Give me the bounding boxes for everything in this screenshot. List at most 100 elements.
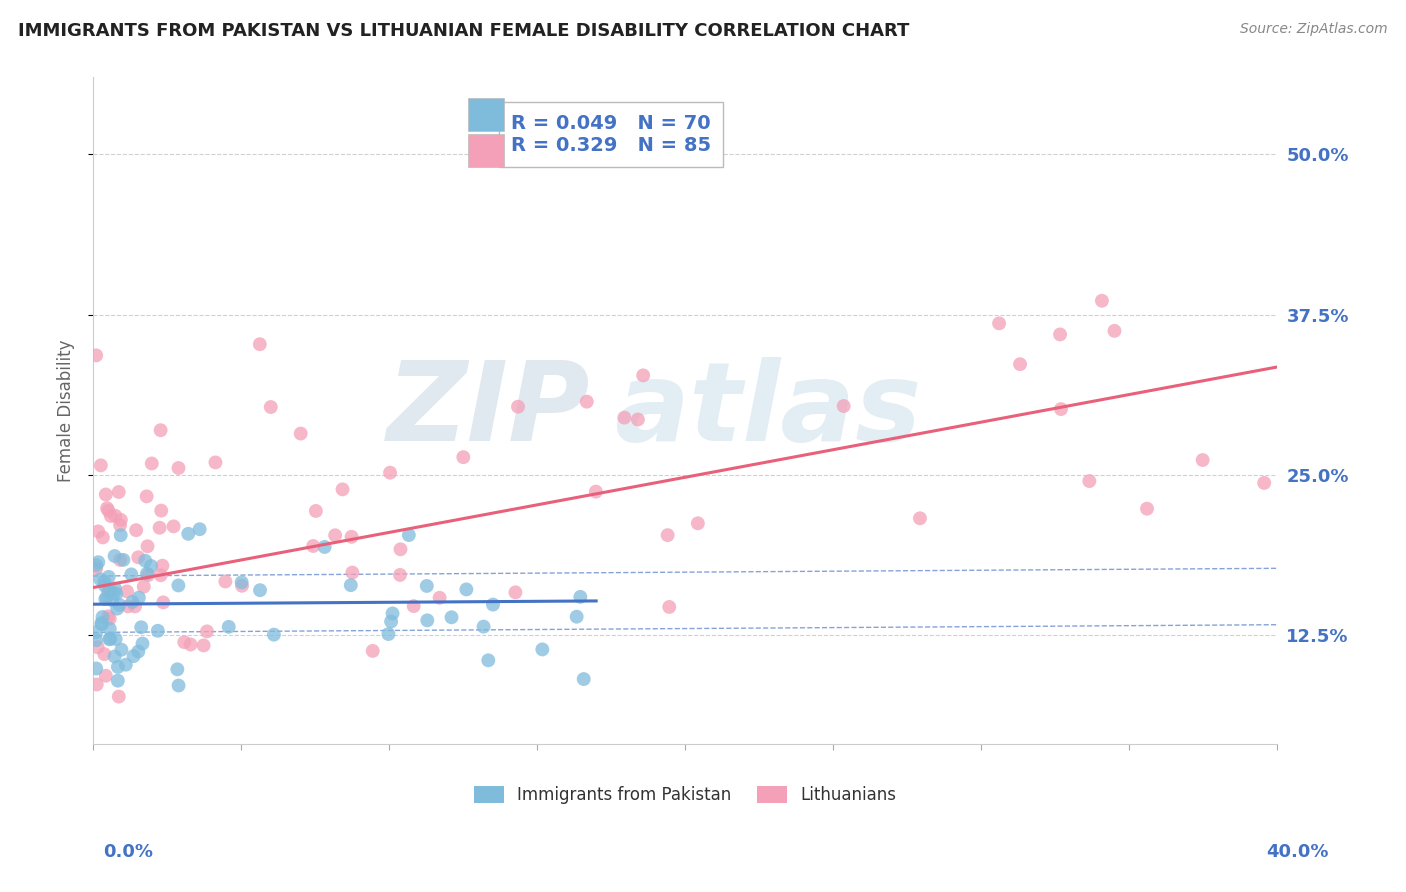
Point — [110, 513, 132, 527]
Point — [91, 610, 114, 624]
Point — [97, 503, 120, 517]
Point — [440, 610, 463, 624]
Point — [94, 487, 117, 501]
Point — [90, 616, 112, 631]
Point — [314, 540, 336, 554]
Point — [231, 579, 253, 593]
Point — [260, 400, 283, 414]
Point — [456, 582, 478, 597]
Point — [249, 583, 271, 598]
Point — [96, 501, 118, 516]
Point — [477, 653, 499, 667]
Point — [249, 337, 271, 351]
Point — [613, 410, 636, 425]
Point — [97, 584, 120, 599]
Point — [505, 585, 527, 599]
Point — [1049, 327, 1071, 342]
Point — [135, 489, 157, 503]
Point — [180, 638, 202, 652]
Point — [631, 368, 654, 383]
Point — [110, 642, 132, 657]
Point — [686, 516, 709, 531]
Text: IMMIGRANTS FROM PAKISTAN VS LITHUANIAN FEMALE DISABILITY CORRELATION CHART: IMMIGRANTS FROM PAKISTAN VS LITHUANIAN F… — [18, 22, 910, 40]
Point — [378, 466, 401, 480]
Point — [263, 627, 285, 641]
Point — [107, 485, 129, 500]
Point — [569, 590, 592, 604]
Text: Source: ZipAtlas.com: Source: ZipAtlas.com — [1240, 22, 1388, 37]
Point — [110, 528, 132, 542]
Point — [117, 599, 139, 614]
Point — [150, 503, 173, 517]
Point — [204, 455, 226, 469]
Point — [565, 609, 588, 624]
Point — [89, 573, 111, 587]
Point — [506, 400, 529, 414]
Point — [482, 598, 505, 612]
Point — [93, 574, 115, 589]
Point — [908, 511, 931, 525]
Point — [342, 566, 364, 580]
Point — [361, 644, 384, 658]
Point — [129, 620, 152, 634]
Point — [167, 461, 190, 475]
Point — [107, 673, 129, 688]
Point — [416, 579, 439, 593]
Point — [108, 553, 131, 567]
Point — [134, 554, 156, 568]
Point — [127, 550, 149, 565]
Point — [162, 519, 184, 533]
Point — [323, 528, 346, 542]
Point — [416, 613, 439, 627]
Point — [149, 423, 172, 437]
Point — [136, 539, 159, 553]
Point — [1136, 501, 1159, 516]
Point — [141, 457, 163, 471]
Point — [166, 662, 188, 676]
Point — [101, 593, 124, 607]
Point — [96, 591, 118, 605]
Point — [575, 394, 598, 409]
Point — [93, 647, 115, 661]
Point — [218, 620, 240, 634]
Text: R = 0.049   N = 70
R = 0.329   N = 85: R = 0.049 N = 70 R = 0.329 N = 85 — [510, 114, 711, 155]
Text: ZIP: ZIP — [387, 357, 591, 464]
Point — [86, 640, 108, 655]
Point — [658, 599, 681, 614]
Point — [94, 592, 117, 607]
Point — [84, 633, 107, 648]
Point — [585, 484, 607, 499]
Point — [91, 530, 114, 544]
Point — [398, 528, 420, 542]
Point — [167, 679, 190, 693]
Point — [988, 317, 1011, 331]
Point — [188, 522, 211, 536]
Point — [132, 580, 155, 594]
Point — [152, 595, 174, 609]
Point — [114, 657, 136, 672]
Point — [98, 612, 121, 626]
Point — [388, 568, 411, 582]
Point — [90, 458, 112, 473]
Point — [146, 624, 169, 638]
Point — [98, 622, 121, 636]
Point — [120, 567, 142, 582]
Point — [86, 677, 108, 691]
Point — [136, 566, 159, 581]
Point — [139, 558, 162, 573]
Point — [832, 399, 855, 413]
Point — [107, 690, 129, 704]
Point — [136, 568, 159, 582]
Point — [84, 558, 107, 573]
Point — [1091, 293, 1114, 308]
Point — [231, 575, 253, 590]
Point — [98, 632, 121, 646]
Text: 0.0%: 0.0% — [103, 843, 153, 861]
Point — [1253, 475, 1275, 490]
Point — [1008, 357, 1031, 371]
Point — [100, 508, 122, 523]
Point — [108, 518, 131, 533]
Point — [122, 649, 145, 664]
Point — [94, 669, 117, 683]
Point — [377, 627, 399, 641]
